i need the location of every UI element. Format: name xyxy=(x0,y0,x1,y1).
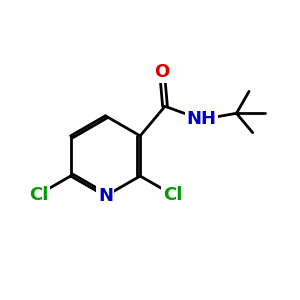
Text: N: N xyxy=(98,187,113,205)
Text: O: O xyxy=(154,63,170,81)
Text: Cl: Cl xyxy=(29,186,48,204)
Text: Cl: Cl xyxy=(163,186,182,204)
Text: NH: NH xyxy=(186,110,216,128)
